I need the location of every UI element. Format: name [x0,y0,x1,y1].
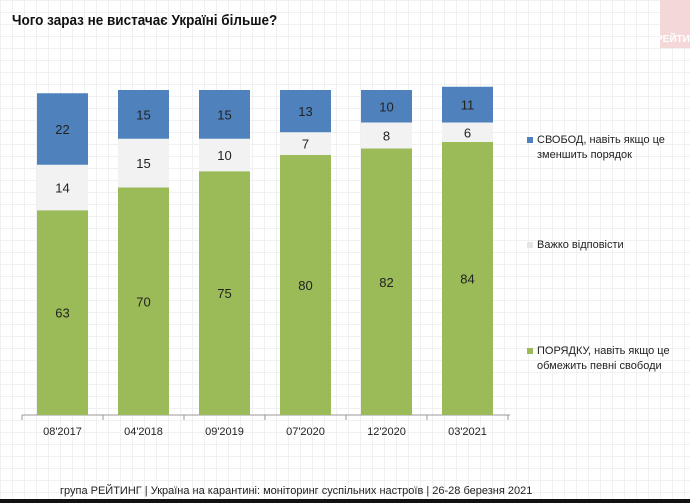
x-tick-label: 04'2018 [124,426,163,438]
data-label: 11 [461,98,475,113]
data-label: 63 [55,306,69,321]
legend-label: СВОБОД, навіть якщо це [537,134,665,146]
data-label: 8 [383,129,390,144]
bar-segment [118,138,169,188]
data-label: 6 [464,125,471,140]
data-label: 10 [217,148,231,163]
bar-segment [118,187,169,415]
data-label: 70 [136,294,150,309]
bar-segment [199,138,250,172]
footer: група РЕЙТИНГ | Україна на карантині: мо… [60,485,533,497]
data-label: 7 [302,137,309,152]
legend-item-hard: Важко відповісти [527,238,687,253]
data-label: 14 [55,181,69,196]
logo: РЕЙТИНГ [660,0,690,48]
bar-segment [361,148,412,415]
data-label: 15 [217,107,231,122]
data-label: 84 [460,272,474,287]
legend-swatch [527,348,533,354]
legend-swatch [527,137,533,143]
legend-item-order: ПОРЯДКУ, навіть якщо це обмежить певні с… [527,344,687,374]
bar-segment [37,164,88,211]
data-label: 82 [379,275,393,290]
legend-label: обмежить певні свободи [537,360,662,372]
bar-segment [442,142,493,415]
bar-segment [442,86,493,123]
legend-label: зменшить порядок [537,149,632,161]
x-tick-label: 08'2017 [43,426,82,438]
bar-segment [361,90,412,123]
bar-segment [280,155,331,415]
bar-segment [199,171,250,415]
data-label: 75 [217,286,231,301]
legend-swatch [527,242,533,248]
bar-segment [199,90,250,139]
x-tick-label: 03'2021 [448,426,487,438]
x-tick-label: 09'2019 [205,426,244,438]
data-label: 80 [298,278,312,293]
bar-segment [442,122,493,142]
bar-segment [280,90,331,133]
bar-segment [361,122,412,149]
bar-segment [118,90,169,139]
data-label: 15 [136,107,150,122]
bar-segment [280,132,331,155]
bar-segment [37,210,88,415]
data-label: 10 [379,99,393,114]
legend-label: Важко відповісти [537,239,624,251]
data-label: 13 [298,104,312,119]
legend-item-freedom: СВОБОД, навіть якщо це зменшить порядок [527,133,687,163]
bottom-bar [0,499,690,503]
data-label: 22 [55,122,69,137]
data-label: 15 [136,156,150,171]
legend-label: ПОРЯДКУ, навіть якщо це [537,345,670,357]
x-tick-label: 07'2020 [286,426,325,438]
x-tick-label: 12'2020 [367,426,406,438]
chart-title: Чого зараз не вистачає Україні більше? [12,12,278,29]
bar-segment [37,93,88,165]
